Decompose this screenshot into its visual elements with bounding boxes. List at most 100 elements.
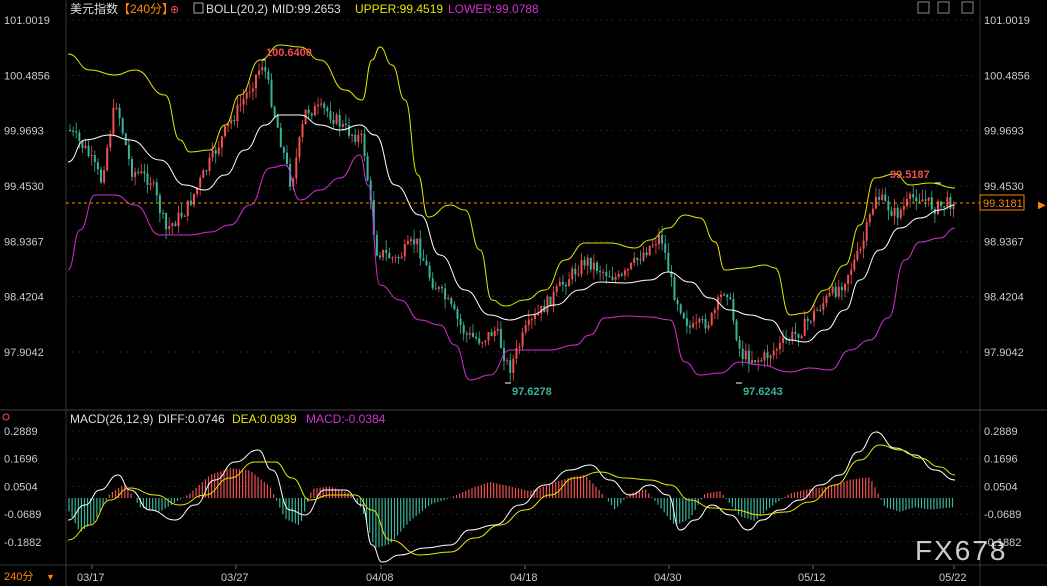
candle-body (103, 170, 106, 183)
candle-body (227, 123, 230, 127)
macd-value: MACD:-0.0384 (306, 412, 386, 426)
candle-body (245, 92, 248, 99)
candle-body (434, 288, 437, 290)
candle-body (611, 276, 614, 280)
candle-body (217, 147, 220, 154)
candle-body (682, 312, 685, 319)
candle-body (140, 171, 143, 173)
candle-body (844, 283, 846, 291)
candle-body (109, 134, 112, 148)
candle-body (177, 212, 180, 227)
price-tick-right: 99.9693 (984, 126, 1024, 138)
candle-body (379, 255, 381, 258)
candle-body (317, 104, 319, 107)
candle-body (834, 286, 837, 297)
candle-body (599, 270, 602, 273)
candle-body (84, 145, 87, 148)
candle-body (685, 318, 688, 326)
candle-body (744, 350, 747, 360)
candle-body (909, 194, 912, 199)
candle-body (158, 195, 161, 213)
candle-body (295, 157, 298, 179)
zoom-in-icon[interactable] (917, 1, 930, 14)
candle-body (375, 234, 378, 256)
candle-body (509, 360, 512, 373)
candle-body (589, 257, 592, 270)
candle-body (617, 273, 620, 277)
candle-body (298, 137, 301, 158)
candle-body (580, 259, 583, 275)
candle-body (196, 187, 199, 194)
candle-body (456, 309, 459, 319)
candle-body (444, 288, 447, 300)
candle-body (747, 350, 750, 363)
candle-body (813, 310, 815, 322)
candle-body (459, 318, 462, 325)
candle-body (862, 240, 865, 249)
price-tick-right: 97.9042 (984, 347, 1024, 359)
upper-band-line (67, 44, 956, 316)
candle-body (943, 206, 946, 208)
dea-line (67, 444, 956, 556)
candle-body (121, 118, 124, 134)
candle-body (146, 173, 149, 185)
candle-body (239, 104, 242, 106)
candle-body (242, 98, 245, 105)
candle-body (152, 182, 155, 184)
candle-body (506, 360, 509, 362)
candle-body (850, 269, 853, 276)
zoom-out-icon[interactable] (937, 1, 950, 14)
candle-body (512, 358, 515, 373)
candle-body (193, 193, 195, 205)
period-dropdown-icon[interactable]: ▼ (46, 572, 55, 582)
candle-body (264, 67, 267, 72)
recent-high-annotation: 99.5187 (890, 169, 930, 181)
price-tick-right: 99.4530 (984, 181, 1024, 193)
candle-body (602, 271, 605, 273)
candle-body (837, 286, 840, 297)
current-arrow-icon: ▶ (1038, 200, 1046, 211)
candle-body (341, 123, 344, 127)
candle-body (664, 243, 667, 253)
candle-body (558, 282, 561, 287)
candle-body (716, 296, 719, 310)
candle-body (258, 70, 261, 75)
price-grid (66, 19, 980, 353)
candle-body (307, 109, 310, 114)
candle-body (261, 67, 264, 71)
candle-body (825, 295, 828, 304)
date-tick-label: 03/17 (77, 572, 105, 584)
period-label[interactable]: 【240分】 (118, 2, 174, 16)
macd-axis-right: 0.2889 0.1696 0.0504 -0.0689 -0.1882 (984, 426, 1021, 549)
candle-body (93, 155, 96, 163)
macd-settings-icon[interactable] (2, 413, 10, 421)
macd-grid (66, 430, 980, 543)
candle-body (800, 335, 803, 338)
window-controls[interactable] (917, 1, 974, 14)
candle-body (490, 331, 493, 337)
candle-body (710, 313, 713, 325)
candle-body (521, 332, 524, 347)
macd-tick-left: -0.1882 (4, 537, 41, 549)
settings-icon[interactable]: ⊕ (170, 4, 179, 16)
period-bottom-label: 240分 (4, 570, 33, 583)
indicator-icon[interactable] (193, 2, 204, 14)
candle-body (772, 350, 775, 356)
candle-body (546, 296, 549, 313)
maximize-icon[interactable] (961, 1, 974, 14)
candle-body (707, 324, 710, 329)
candle-body (205, 170, 208, 172)
candle-body (236, 104, 239, 122)
candle-body (323, 103, 326, 108)
candle-body (344, 123, 347, 126)
macd-histogram (68, 468, 954, 549)
candle-body (165, 213, 168, 230)
candle-body (937, 201, 939, 214)
candle-body (267, 71, 270, 80)
candle-body (310, 113, 313, 116)
candle-body (273, 106, 276, 117)
candle-body (338, 114, 341, 127)
candle-body (586, 257, 589, 266)
candle-body (385, 249, 388, 253)
candle-body (208, 157, 211, 171)
